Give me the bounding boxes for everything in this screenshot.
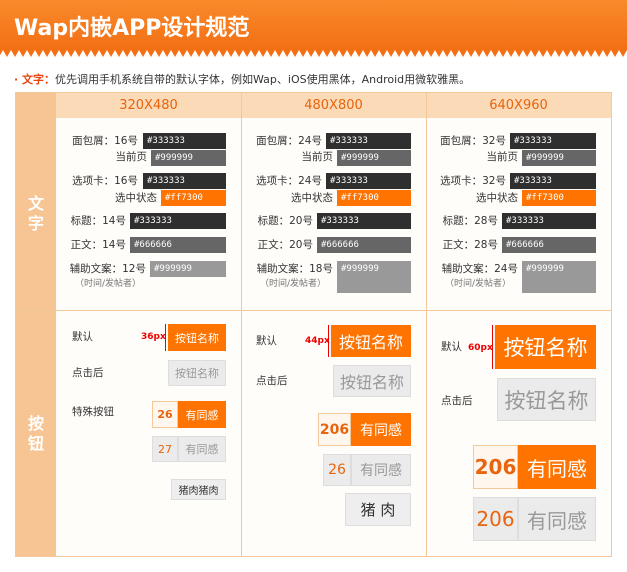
size-marker: 60px (468, 343, 493, 353)
primary-button: 按钮名称 (168, 324, 226, 351)
spec-label: 标题：14号 (70, 215, 126, 227)
color-swatch: #999999 (522, 150, 596, 166)
column-header: 480X800 (304, 98, 363, 113)
spec-label: 辅助文案：24号 (441, 263, 518, 275)
count-box: 206 (473, 445, 518, 489)
agree-button: 有同感 (518, 497, 596, 541)
intro-label: · 文字： (14, 73, 56, 86)
color-swatch: #333333 (326, 173, 411, 189)
agree-button: 有同感 (351, 454, 411, 486)
spec-label: 选项卡：32号 (440, 175, 506, 187)
color-swatch: #999999 (150, 261, 226, 277)
color-swatch: #333333 (510, 133, 596, 149)
spec-label: 选项卡：24号 (256, 175, 322, 187)
size-line (328, 325, 329, 357)
spec-label: 选中状态 (115, 192, 157, 204)
count-box: 27 (152, 436, 178, 462)
section-label: 按钮 (27, 414, 44, 453)
row-divider (16, 310, 611, 311)
spec-label: 选中状态 (291, 192, 333, 204)
special-label: 特殊按钮 (72, 406, 114, 418)
color-swatch: #999999 (337, 261, 411, 293)
size-line (165, 324, 166, 351)
spec-label: 当前页 (301, 151, 334, 163)
default-label: 默认 (256, 335, 277, 347)
color-swatch: #ff7300 (522, 190, 596, 206)
agree-button: 有同感 (351, 413, 411, 446)
spec-label: 当前页 (486, 151, 519, 163)
color-swatch: #999999 (522, 261, 596, 293)
spec-label: 面包屑：16号 (72, 135, 138, 147)
spec-note: （时间/发帖者） (75, 279, 142, 289)
color-swatch: #333333 (143, 133, 226, 149)
spec-label: 辅助文案：18号 (256, 263, 333, 275)
pressed-label: 点击后 (441, 395, 473, 407)
color-swatch: #999999 (151, 150, 226, 166)
intro: · 文字：优先调用手机系统自带的默认字体，例如Wap、iOS使用黑体，Andro… (14, 71, 470, 87)
color-swatch: #ff7300 (337, 190, 411, 206)
column-header: 320X480 (119, 98, 178, 113)
default-label: 默认 (441, 341, 462, 353)
color-swatch: #333333 (317, 213, 411, 229)
count-box: 206 (473, 497, 518, 541)
primary-button: 按钮名称 (331, 325, 411, 357)
color-swatch: #333333 (510, 173, 596, 189)
intro-text: 优先调用手机系统自带的默认字体，例如Wap、iOS使用黑体，Android用微软… (55, 73, 471, 86)
pressed-label: 点击后 (72, 367, 104, 379)
spec-note: （时间/发帖者） (445, 279, 512, 289)
spec-label: 标题：28号 (442, 215, 498, 227)
color-swatch: #666666 (130, 237, 226, 253)
default-label: 默认 (72, 331, 93, 343)
size-line (492, 325, 493, 369)
pressed-label: 点击后 (256, 375, 288, 387)
count-box: 26 (152, 401, 178, 428)
col-divider (426, 93, 427, 556)
col-divider (241, 93, 242, 556)
spec-label: 正文：20号 (257, 239, 313, 251)
color-swatch: #666666 (317, 237, 411, 253)
size-marker: 44px (305, 336, 330, 346)
spec-label: 正文：28号 (442, 239, 498, 251)
spec-label: 正文：14号 (70, 239, 126, 251)
spec-label: 选项卡：16号 (72, 175, 138, 187)
pressed-button: 按钮名称 (168, 360, 226, 386)
color-swatch: #999999 (337, 150, 411, 166)
color-swatch: #333333 (143, 173, 226, 189)
section-label: 文字 (27, 194, 44, 233)
color-swatch: #333333 (502, 213, 596, 229)
spec-label: 辅助文案：12号 (69, 263, 146, 275)
column-header: 640X960 (489, 98, 548, 113)
count-box: 26 (323, 454, 351, 486)
side-column (16, 93, 56, 556)
spec-label: 面包屑：24号 (256, 135, 322, 147)
color-swatch: #666666 (502, 237, 596, 253)
agree-button: 有同感 (178, 436, 226, 462)
tag-button: 猪肉猪肉 (171, 479, 226, 500)
spec-note: （时间/发帖者） (260, 279, 327, 289)
agree-button: 有同感 (518, 445, 596, 489)
header-banner (0, 0, 627, 57)
spec-label: 面包屑：32号 (440, 135, 506, 147)
spec-label: 选中状态 (476, 192, 518, 204)
color-swatch: #333333 (326, 133, 411, 149)
primary-button: 按钮名称 (495, 325, 596, 369)
spec-label: 标题：20号 (257, 215, 313, 227)
agree-button: 有同感 (178, 401, 226, 428)
size-marker: 36px (141, 332, 166, 342)
tag-button: 猪 肉 (345, 493, 411, 526)
spec-label: 当前页 (115, 151, 148, 163)
count-box: 206 (318, 413, 351, 446)
page-title: Wap内嵌APP设计规范 (14, 16, 250, 41)
color-swatch: #333333 (130, 213, 226, 229)
color-swatch: #ff7300 (161, 190, 226, 206)
pressed-button: 按钮名称 (333, 365, 411, 397)
header-row (56, 93, 611, 118)
pressed-button: 按钮名称 (497, 378, 596, 421)
